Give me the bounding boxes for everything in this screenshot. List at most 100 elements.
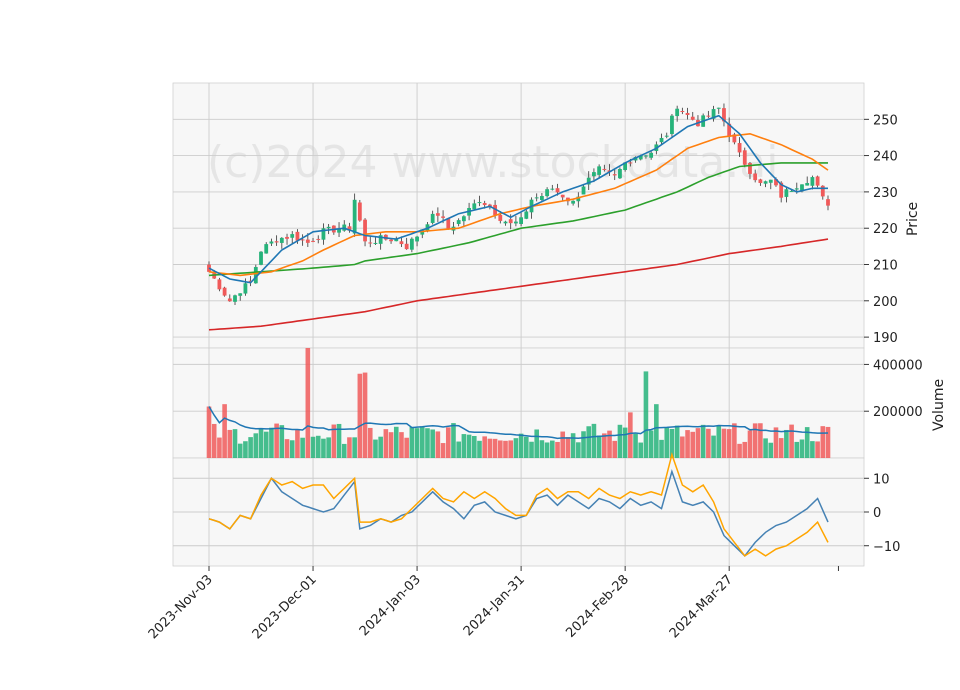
volume-bar: [269, 427, 274, 458]
candle-body: [295, 231, 300, 241]
candle-body: [264, 244, 269, 254]
candle-body: [222, 287, 227, 296]
volume-bar: [227, 429, 233, 458]
volume-bar: [487, 438, 493, 458]
volume-bar: [664, 427, 670, 458]
candle-body: [524, 211, 529, 219]
volume-bar: [752, 423, 758, 458]
candle-body: [623, 162, 628, 171]
volume-bar: [419, 426, 425, 458]
oscillator-line-slow: [208, 452, 829, 557]
candle-body: [415, 236, 419, 242]
candle-body: [763, 181, 768, 184]
volume-bar: [503, 440, 508, 458]
volume-bar: [440, 443, 446, 458]
volume-bar: [253, 433, 259, 458]
volume-bar: [565, 437, 571, 458]
candle-body: [716, 107, 721, 109]
x-tick-label: 2024-Mar-27: [667, 572, 736, 641]
candle-body: [800, 184, 804, 192]
candle-body: [748, 163, 752, 174]
price-tick-label: 250: [873, 113, 898, 128]
volume-bar: [477, 440, 482, 458]
volume-bar: [508, 440, 513, 458]
price-tick-label: 190: [873, 331, 898, 346]
price-tick-label: 240: [873, 150, 898, 165]
candle-body: [550, 188, 555, 190]
candle-body: [446, 218, 451, 229]
volume-bar: [222, 404, 227, 458]
candle-body: [779, 182, 784, 198]
candle-body: [456, 220, 461, 224]
candle-body: [571, 200, 576, 204]
candle-body: [300, 239, 305, 241]
candle-body: [618, 169, 622, 179]
candle-body: [659, 137, 664, 143]
candle-body: [212, 273, 217, 279]
volume-bar: [341, 443, 347, 458]
candle-body: [737, 143, 742, 153]
candle-body: [789, 190, 794, 192]
volume-bar: [706, 428, 711, 458]
volume-bar: [362, 372, 368, 458]
volume-bar: [695, 428, 701, 458]
x-tick-label: 2024-Feb-28: [563, 572, 632, 641]
candle-body: [357, 202, 362, 221]
candle-body: [243, 283, 248, 294]
volume-bar: [321, 438, 326, 458]
volume-bar: [378, 436, 383, 458]
volume-bar: [451, 423, 456, 458]
price-tick-label: 230: [873, 186, 898, 201]
candle-body: [472, 203, 477, 210]
candle-body: [727, 123, 732, 137]
volume-bar: [633, 433, 638, 458]
volume-bar: [669, 428, 675, 458]
volume-bar: [768, 442, 774, 458]
oscillator-tick-label: 0: [873, 506, 881, 521]
volume-bar: [373, 439, 378, 458]
candle-body: [534, 197, 539, 199]
volume-bar: [544, 442, 550, 458]
candle-body: [399, 241, 404, 245]
oscillator-tick-label: 10: [873, 472, 890, 487]
volume-bar: [435, 431, 441, 458]
volume-bar: [482, 436, 487, 458]
candle-body: [409, 238, 414, 250]
volume-bar: [726, 429, 732, 458]
candle-body: [732, 134, 737, 143]
volume-bar: [825, 426, 831, 458]
volume-bar: [628, 412, 633, 458]
volume-bar: [638, 442, 644, 458]
volume-bar: [414, 428, 420, 458]
volume-bar: [466, 434, 472, 458]
candle-body: [670, 115, 674, 135]
oscillator-tick-label: −10: [873, 540, 900, 555]
volume-bar: [497, 440, 503, 458]
price-panel-bg: [172, 82, 865, 349]
candle-body: [378, 235, 383, 244]
volume-bar: [289, 440, 295, 458]
volume-bar: [654, 404, 659, 458]
candle-body: [592, 172, 596, 177]
volume-bar: [617, 424, 623, 458]
volume-bar: [388, 432, 394, 458]
volume-tick-label: 200000: [873, 405, 923, 420]
candle-body: [477, 202, 482, 204]
volume-bar: [674, 425, 680, 458]
candle-body: [394, 238, 399, 242]
volume-bar: [815, 441, 820, 458]
volume-bar: [456, 441, 461, 458]
volume-bar: [690, 431, 696, 458]
candle-body: [316, 238, 321, 240]
volume-bar: [732, 423, 737, 458]
candle-body: [493, 204, 497, 216]
volume-bar: [518, 433, 524, 458]
volume-bar: [784, 429, 789, 458]
volume-bar: [274, 423, 279, 458]
candle-body: [649, 152, 654, 158]
volume-bar: [810, 441, 815, 458]
volume-bar: [763, 438, 768, 458]
candle-body: [248, 280, 253, 282]
x-tick-label: 2023-Nov-03: [146, 572, 216, 642]
